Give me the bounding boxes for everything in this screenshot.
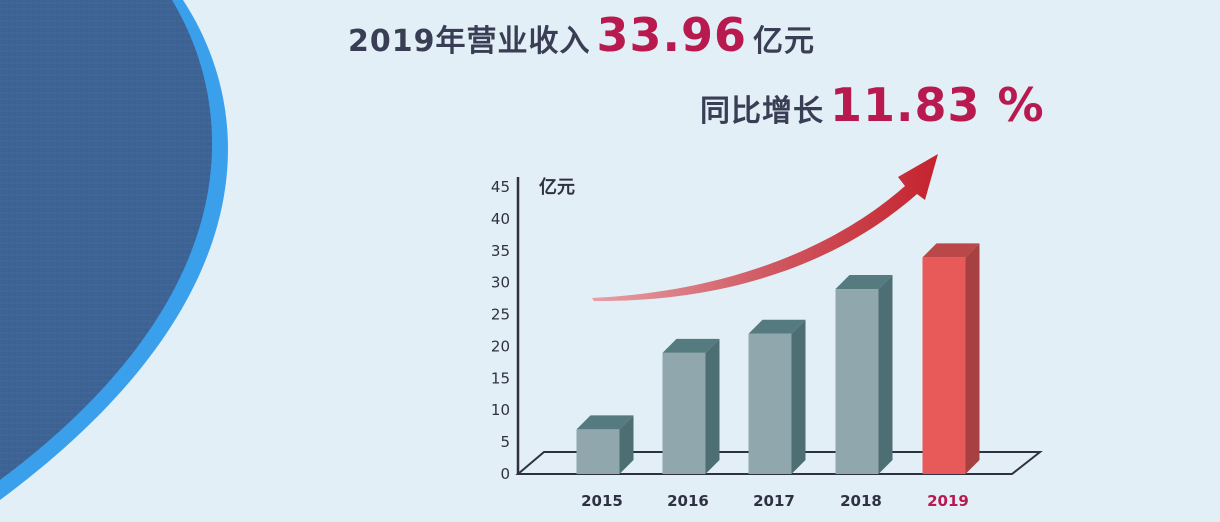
x-tick-label: 2017 — [753, 492, 795, 510]
x-tick-label: 2015 — [581, 492, 623, 510]
x-tick-label: 2016 — [667, 492, 709, 510]
y-tick-label: 25 — [491, 306, 510, 324]
y-axis-unit-label: 亿元 — [539, 176, 575, 198]
rising-arrow — [592, 154, 938, 302]
bar-top — [922, 243, 980, 258]
decor-texture — [0, 0, 213, 480]
bar-side — [791, 319, 806, 474]
y-tick-label: 5 — [500, 433, 510, 451]
y-tick-label: 40 — [491, 210, 510, 228]
bar-front — [835, 289, 879, 474]
x-tick-label: 2019 — [927, 492, 969, 510]
bar-2017: 2017 — [748, 319, 806, 510]
bar-side — [619, 415, 634, 474]
revenue-value: 33.96 — [596, 8, 748, 62]
headline-growth: 同比增长 11.83 % — [700, 78, 1051, 132]
bar-front — [662, 352, 706, 474]
bar-top — [748, 319, 806, 334]
decorative-circle-panel — [0, 0, 228, 500]
y-tick-label: 10 — [491, 401, 510, 419]
bar-2019: 2019 — [922, 243, 980, 510]
y-tick-label: 0 — [500, 465, 510, 483]
y-tick-label: 20 — [491, 337, 510, 355]
bar-2016: 2016 — [662, 338, 720, 510]
y-tick-label: 45 — [491, 178, 510, 196]
bar-side — [878, 275, 893, 474]
y-tick-label: 35 — [491, 242, 510, 260]
bar-side — [965, 243, 980, 474]
bar-top — [576, 415, 634, 430]
bar-top — [662, 338, 720, 353]
bar-side — [705, 338, 720, 474]
bar-front — [922, 257, 966, 474]
revenue-label: 2019年营业收入 — [348, 24, 591, 59]
growth-label: 同比增长 — [700, 94, 824, 129]
y-tick-label: 15 — [491, 369, 510, 387]
revenue-unit: 亿元 — [753, 24, 816, 59]
x-tick-label: 2018 — [840, 492, 882, 510]
headline-revenue: 2019年营业收入 33.96 亿元 — [348, 8, 815, 62]
bar-2018: 2018 — [835, 275, 893, 510]
bar-front — [576, 429, 620, 474]
bar-top — [835, 275, 893, 290]
bar-2015: 2015 — [576, 415, 634, 510]
y-tick-label: 30 — [491, 274, 510, 292]
bar-front — [748, 333, 792, 474]
growth-value: 11.83 % — [830, 78, 1045, 132]
